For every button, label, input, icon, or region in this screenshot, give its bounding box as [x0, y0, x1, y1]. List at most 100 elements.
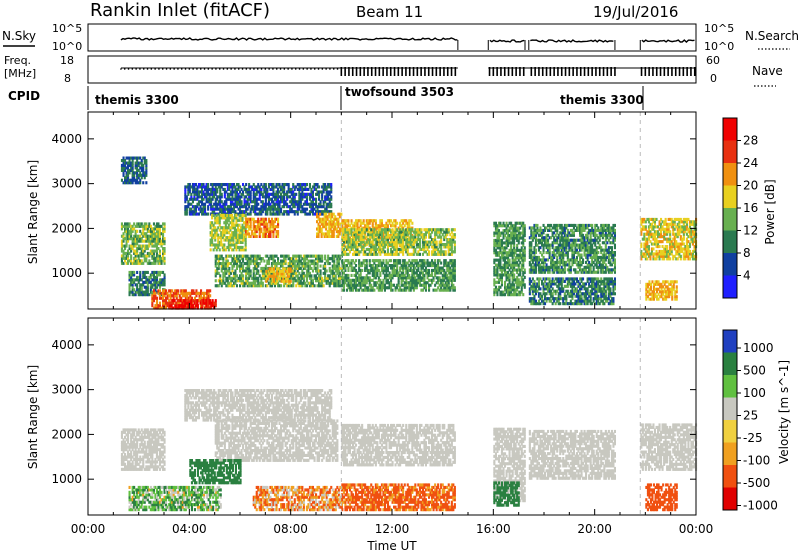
- data-cell: [122, 168, 125, 172]
- data-cell: [143, 249, 146, 253]
- data-cell: [128, 163, 131, 167]
- freq-dot: [275, 68, 278, 70]
- data-cell: [130, 247, 133, 251]
- data-cell: [140, 259, 143, 263]
- nsky-label: N.Sky: [2, 29, 36, 43]
- data-cell: [131, 168, 134, 172]
- data-cell: [154, 306, 157, 310]
- data-cell: [131, 237, 134, 241]
- freq-dot: [154, 68, 156, 70]
- data-cell: [128, 156, 131, 160]
- data-cell: [374, 219, 377, 223]
- data-cell: [158, 283, 161, 287]
- data-cell: [125, 261, 128, 265]
- data-cell: [154, 239, 157, 243]
- data-cell: [139, 244, 142, 248]
- data-cell: [128, 159, 131, 163]
- data-cell: [157, 289, 160, 293]
- data-cell: [174, 291, 177, 295]
- data-cell: [163, 251, 166, 255]
- data-cell: [140, 293, 143, 297]
- data-cell: [181, 294, 184, 298]
- data-cell: [163, 242, 166, 246]
- data-cell: [125, 237, 128, 241]
- freq-dot: [184, 68, 187, 70]
- data-cell: [142, 156, 145, 160]
- data-cell: [133, 178, 136, 182]
- data-cell: [160, 244, 163, 248]
- data-cell: [207, 183, 210, 187]
- data-cell: [155, 275, 158, 279]
- data-cell: [140, 290, 143, 294]
- data-cell: [155, 244, 158, 248]
- data-cell: [127, 166, 130, 170]
- data-cell: [139, 161, 142, 165]
- data-cell: [373, 288, 376, 292]
- data-cell: [151, 261, 154, 265]
- data-cell: [133, 251, 136, 255]
- data-cell: [148, 251, 151, 255]
- data-cell: [155, 299, 158, 303]
- data-cell: [160, 280, 163, 284]
- data-cell: [133, 278, 136, 282]
- data-cell: [130, 249, 133, 253]
- data-cell: [148, 275, 151, 279]
- data-cell: [130, 224, 133, 228]
- freq-dot: [139, 68, 141, 70]
- freq-dot: [173, 68, 175, 70]
- data-cell: [120, 222, 123, 226]
- data-cell: [155, 278, 158, 282]
- data-cell: [145, 227, 148, 231]
- data-cell: [222, 257, 225, 261]
- data-cell: [350, 228, 353, 232]
- data-cell: [158, 256, 161, 260]
- freq-dot: [268, 68, 270, 70]
- data-cell: [140, 166, 143, 170]
- data-cell: [154, 294, 157, 298]
- data-cell: [124, 166, 127, 170]
- data-cell: [162, 234, 165, 238]
- data-cell: [130, 168, 133, 172]
- data-cell: [134, 249, 137, 253]
- data-cell: [127, 173, 130, 177]
- data-cell: [171, 289, 174, 293]
- data-cell: [131, 161, 134, 165]
- data-cell: [148, 259, 151, 263]
- data-cell: [124, 176, 127, 180]
- data-cell: [186, 294, 189, 298]
- data-cell: [158, 254, 161, 258]
- data-cell: [157, 254, 160, 258]
- data-cell: [140, 237, 143, 241]
- data-cell: [178, 294, 181, 298]
- freq-dot: [321, 68, 324, 70]
- data-cell: [160, 278, 163, 282]
- freq-dot: [302, 68, 305, 70]
- data-cell: [390, 259, 393, 263]
- data-cell: [145, 168, 148, 172]
- data-cell: [142, 244, 145, 248]
- data-cell: [122, 224, 125, 228]
- data-cell: [151, 249, 154, 253]
- data-cell: [120, 259, 123, 263]
- data-cell: [130, 156, 133, 160]
- data-cell: [157, 227, 160, 231]
- data-cell: [157, 280, 160, 284]
- data-cell: [157, 232, 160, 236]
- data-cell: [128, 232, 131, 236]
- data-cell: [125, 242, 128, 246]
- data-cell: [120, 159, 123, 163]
- nsky-tick-bottom: 10^0: [52, 40, 82, 53]
- data-cell: [130, 166, 133, 170]
- data-cell: [125, 171, 128, 175]
- freq-tick-bottom: 8: [64, 72, 71, 85]
- data-cell: [172, 294, 175, 298]
- data-cell: [131, 293, 134, 297]
- data-cell: [157, 224, 160, 228]
- data-cell: [149, 242, 152, 246]
- data-cell: [180, 296, 183, 300]
- data-cell: [157, 229, 160, 233]
- data-cell: [136, 283, 139, 287]
- data-cell: [137, 156, 140, 160]
- freq-dot: [298, 68, 301, 70]
